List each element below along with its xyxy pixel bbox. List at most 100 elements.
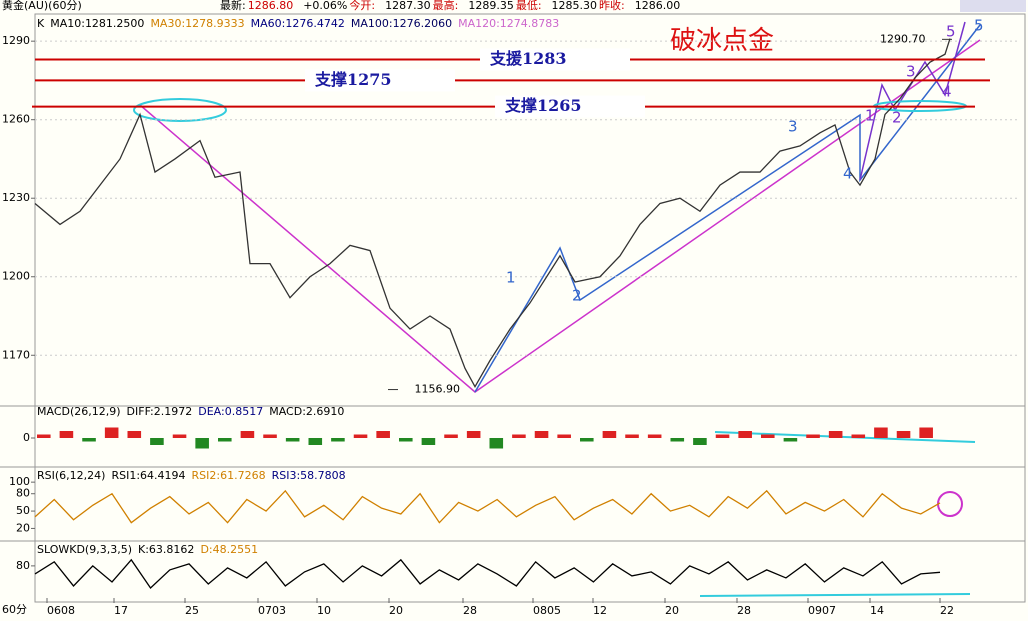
frame <box>34 13 1026 603</box>
instrument: 黄金(AU)(60分) <box>2 0 82 12</box>
x-tick-label: 25 <box>185 604 199 617</box>
indicator-line <box>34 558 941 589</box>
macd-bar <box>218 438 232 442</box>
x-tick-label: 14 <box>870 604 884 617</box>
macd-bar <box>421 438 436 445</box>
macd-bar <box>376 431 390 438</box>
quote-item: 1286.00 <box>635 0 681 12</box>
macd-bar <box>647 434 662 438</box>
x-tick-label: 12 <box>593 604 607 617</box>
y-tick-label: 20 <box>16 521 30 534</box>
macd-bar <box>489 438 504 449</box>
quote-item: 1285.30 <box>552 0 598 12</box>
legend-item: DEA:0.8517 <box>198 405 263 418</box>
price-annotation: 1290.70 <box>880 32 926 45</box>
macd-bar <box>59 431 74 438</box>
legend-item: D:48.2551 <box>200 543 258 556</box>
y-tick-label: 1200 <box>2 270 30 283</box>
price-annotation: 1156.90 <box>415 383 461 396</box>
window-buttons[interactable] <box>960 0 1026 12</box>
macd-bar <box>919 427 933 438</box>
quote-item: 1286.80 <box>248 0 294 12</box>
macd-bar <box>172 434 187 438</box>
legend-item: RSI2:61.7268 <box>192 469 266 482</box>
legend-item: MA120:1274.8783 <box>458 17 559 30</box>
wave-line <box>859 21 966 181</box>
legend-item: RSI3:58.7808 <box>272 469 346 482</box>
legend-item: RSI1:64.4194 <box>111 469 185 482</box>
macd-bar <box>263 434 277 438</box>
legend-item: SLOWKD(9,3,3,5) <box>37 543 132 556</box>
macd-bar <box>693 438 707 445</box>
quote-item: 最高: <box>433 0 459 12</box>
quote-item: 1289.35 <box>468 0 514 12</box>
macd-bar <box>399 438 413 442</box>
x-tick-label: 0907 <box>808 604 836 617</box>
level-label-bg <box>305 69 455 92</box>
x-tick-label: 20 <box>389 604 403 617</box>
wave-label: 2 <box>572 287 582 305</box>
wave-label: 1 <box>506 269 516 287</box>
macd-bar <box>37 434 51 438</box>
macd-bar <box>104 427 119 438</box>
quote-item: 昨收: <box>599 0 625 12</box>
legend-item: DIFF:2.1972 <box>127 405 193 418</box>
macd-bar <box>738 431 752 438</box>
macd-bar <box>761 434 775 438</box>
macd-bar <box>240 431 255 438</box>
x-tick-label: 28 <box>737 604 751 617</box>
macd-bar <box>82 438 96 442</box>
wave-label: 5 <box>974 17 984 35</box>
macd-bar <box>285 438 300 442</box>
x-tick-label: 0805 <box>533 604 561 617</box>
wave-label: 5 <box>946 23 956 41</box>
macd-bar <box>670 438 685 442</box>
wave-label: 4 <box>843 165 853 183</box>
divergence-line <box>714 431 976 443</box>
quote-item: 最低: <box>516 0 542 12</box>
y-tick-label: 0 <box>23 431 30 444</box>
x-tick-label: 10 <box>317 604 331 617</box>
macd-bar <box>874 427 888 438</box>
macd-bar <box>308 438 323 445</box>
x-tick-label: 0703 <box>258 604 286 617</box>
y-tick-label: 50 <box>16 504 30 517</box>
wave-label: 4 <box>942 83 952 101</box>
legend-item: MA100:1276.2060 <box>351 17 452 30</box>
macd-bar <box>828 431 843 438</box>
macd-bar <box>557 434 571 438</box>
quote-item: 1287.30 <box>385 0 431 12</box>
legend-item: MA60:1276.4742 <box>251 17 345 30</box>
y-tick-label: 1260 <box>2 113 30 126</box>
legend-item: MA30:1278.9333 <box>150 17 244 30</box>
macd-bar <box>534 431 549 438</box>
macd-bar <box>512 434 526 438</box>
legend-item: RSI(6,12,24) <box>37 469 105 482</box>
macd-bar <box>851 434 866 438</box>
legend-item: K:63.8162 <box>138 543 194 556</box>
price-line <box>34 38 951 389</box>
x-tick-label: 22 <box>940 604 954 617</box>
indicator-line <box>34 489 941 524</box>
level-label: 支援1283 <box>489 49 567 68</box>
macd-bar <box>195 438 209 449</box>
wave-label: 3 <box>788 118 798 136</box>
y-tick-label: 1230 <box>2 191 30 204</box>
x-tick-label: 28 <box>463 604 477 617</box>
highlight-ellipse <box>133 98 227 122</box>
macd-bar <box>625 434 639 438</box>
quote-item: 今开: <box>349 0 375 12</box>
macd-bar <box>466 431 481 438</box>
macd-bar <box>806 434 820 438</box>
wave-line <box>474 24 981 393</box>
quote-item: +0.06% <box>303 0 347 12</box>
x-tick-label: 0608 <box>47 604 75 617</box>
level-label-bg <box>480 48 630 71</box>
legend-item: K <box>37 17 45 30</box>
x-tick-label: 17 <box>114 604 128 617</box>
level-label-bg <box>495 95 645 118</box>
macd-bar <box>715 434 730 438</box>
